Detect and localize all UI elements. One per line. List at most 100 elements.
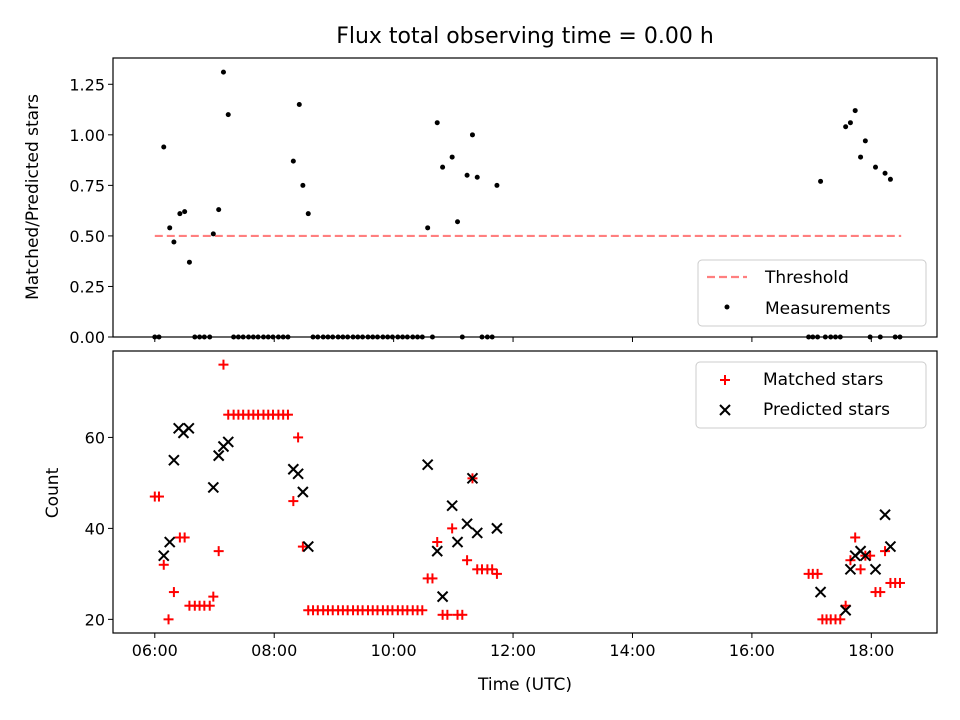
measurement-point: [225, 112, 231, 118]
matched-star-marker: [447, 523, 458, 534]
predicted-star-marker: [164, 536, 176, 548]
bottom-y-tick-label: 60: [85, 428, 105, 447]
measurement-point: [882, 170, 888, 176]
predicted-star-marker-b: [431, 545, 443, 557]
top-plot-area: 0.00 0.25 0.50 0.75 1.00 1.25: [69, 69, 903, 347]
measurement-point: [210, 231, 216, 237]
matched-star-marker: [457, 609, 468, 620]
bottom-x-tick-label: 10:00: [371, 641, 417, 660]
predicted-star-marker-b: [471, 527, 483, 539]
predicted-stars-legend-swatch: [719, 404, 731, 416]
predicted-star-marker-b: [164, 536, 176, 548]
predicted-star-marker: [302, 540, 314, 553]
predicted-star-marker: [158, 549, 170, 562]
measurement-point: [296, 102, 302, 107]
predicted-star-marker-b: [183, 422, 195, 435]
predicted-legend-x: [719, 404, 731, 416]
predicted-star-marker: [212, 449, 225, 462]
predicted-star-marker: [222, 436, 234, 448]
bottom-y-tick-label: 20: [85, 610, 105, 629]
predicted-star-marker-b: [212, 449, 225, 462]
bottom-x-tick-label: 06:00: [132, 641, 178, 660]
predicted-star-marker: [292, 468, 304, 480]
matched-star-marker: [855, 564, 866, 575]
predicted-star-marker-b: [297, 486, 309, 498]
top-y-tick-label: 0.00: [69, 328, 105, 347]
predicted-star-marker: [207, 481, 220, 494]
matched-star-marker: [179, 532, 190, 543]
measurement-point: [847, 120, 853, 126]
predicted-star-marker-b: [839, 604, 852, 616]
top-y-tick-label: 0.50: [69, 227, 105, 246]
predicted-star-marker: [466, 472, 479, 485]
top-panel: 0.00 0.25 0.50 0.75 1.00 1.25 Matched/Predict…: [23, 57, 938, 347]
measurement-point: [858, 154, 864, 160]
predicted-star-marker-b: [869, 563, 882, 576]
top-y-tick-label: 0.25: [69, 277, 105, 296]
x-axis-label: Time (UTC): [477, 675, 572, 695]
threshold-legend-label: Threshold: [764, 268, 849, 288]
predicted-star-marker-b: [207, 481, 220, 494]
measurement-point: [474, 174, 480, 180]
matched-star-marker: [487, 564, 498, 575]
predicted-star-marker-b: [879, 509, 891, 521]
top-axes-frame: [112, 57, 938, 338]
measurement-point: [167, 225, 173, 231]
measurement-point: [290, 158, 296, 164]
measurement-point: [872, 164, 878, 170]
matched-stars-legend-label: Matched stars: [763, 370, 883, 390]
matched-star-marker: [894, 577, 905, 588]
bottom-x-tick-label: 18:00: [848, 641, 894, 660]
measurement-point: [220, 69, 226, 75]
matched-star-marker: [850, 532, 861, 543]
matched-star-marker: [282, 409, 293, 420]
measurement-point: [862, 138, 868, 144]
matched-star-marker: [163, 614, 174, 625]
matched-star-marker: [213, 546, 224, 557]
matched-star-marker: [491, 568, 502, 579]
predicted-star-marker: [471, 527, 483, 539]
bottom-x-tick-label: 08:00: [251, 641, 297, 660]
predicted-star-marker: [436, 590, 449, 603]
predicted-star-marker: [839, 604, 852, 616]
measurement-point: [425, 225, 431, 231]
measurement-point: [216, 207, 222, 213]
bottom-legend-box: [695, 361, 927, 429]
predicted-star-marker: [446, 499, 458, 512]
matched-star-marker: [208, 591, 219, 602]
predicted-star-marker: [461, 518, 473, 530]
predicted-star-marker: [451, 536, 464, 548]
matched-star-marker: [168, 587, 179, 598]
matched-star-marker: [812, 568, 823, 579]
bottom-y-tick-label: 40: [85, 519, 105, 538]
predicted-star-marker: [168, 454, 180, 466]
bottom-panel: 20 40 60 06:00 08:00 10:00 12:00 14:00 16:00 18:0…: [43, 350, 938, 695]
measurement-point: [182, 209, 188, 215]
predicted-star-marker-b: [436, 590, 449, 603]
measurement-point: [440, 164, 446, 170]
matched-star-marker: [417, 605, 428, 616]
predicted-star-marker: [869, 563, 882, 576]
matched-star-marker: [835, 614, 846, 625]
predicted-star-marker-b: [466, 472, 479, 485]
measurement-point: [818, 178, 824, 184]
matched-star-marker: [204, 600, 215, 611]
predicted-star-marker: [431, 545, 443, 557]
top-legend-box: [697, 259, 927, 327]
measurement-point: [177, 211, 183, 217]
matched-stars-legend-swatch: [720, 375, 730, 385]
bottom-x-tick-label: 14:00: [609, 641, 655, 660]
matched-legend-plus: [720, 375, 730, 385]
predicted-star-marker-b: [844, 563, 857, 576]
measurement-point: [305, 211, 311, 217]
predicted-star-marker: [491, 522, 503, 535]
measurement-point: [300, 182, 306, 188]
bottom-axes-frame: [112, 350, 938, 634]
bottom-x-tick-label: 12:00: [490, 641, 536, 660]
measurement-point: [494, 182, 500, 188]
predicted-star-marker-b: [421, 459, 434, 471]
predicted-star-marker-b: [158, 549, 170, 562]
measurement-point: [455, 219, 461, 225]
matched-star-marker: [427, 573, 438, 584]
predicted-star-marker: [421, 459, 434, 471]
